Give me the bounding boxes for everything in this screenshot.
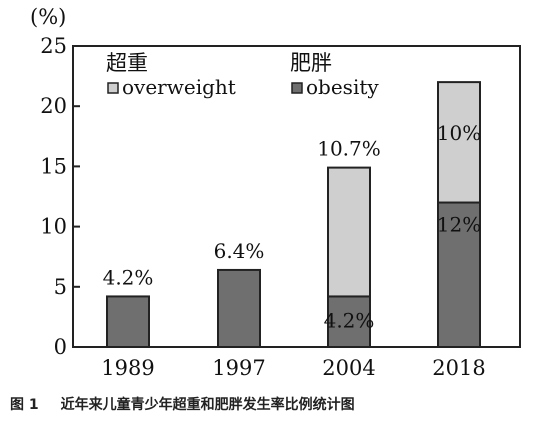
y-tick-label: 5 <box>54 275 67 299</box>
x-tick-label: 2018 <box>432 356 485 380</box>
legend-swatch-obesity <box>291 82 303 94</box>
y-tick-label: 0 <box>54 335 67 359</box>
bar-overweight <box>437 81 481 204</box>
bar-overweight <box>327 166 371 298</box>
bar-obesity <box>106 295 150 349</box>
figure-caption-text: 近年来儿童青少年超重和肥胖发生率比例统计图 <box>60 397 355 413</box>
bar-obesity <box>217 268 261 348</box>
data-label: 4.2% <box>324 309 375 333</box>
data-label: 10.7% <box>317 137 381 161</box>
figure-caption: 图 1 近年来儿童青少年超重和肥胖发生率比例统计图 <box>10 394 550 414</box>
legend-name-cn: 超重 <box>106 51 148 75</box>
data-label: 12% <box>437 212 481 236</box>
legend-name-cn: 肥胖 <box>290 51 332 75</box>
data-label: 4.2% <box>103 265 154 289</box>
x-tick-label: 2004 <box>322 356 375 380</box>
bar-obesity <box>327 295 371 349</box>
y-unit-label: (%) <box>30 5 66 29</box>
bar-obesity <box>437 201 481 348</box>
legend-swatch-overweight <box>107 82 119 94</box>
y-tick-label: 25 <box>40 34 67 58</box>
figure-number: 图 1 <box>10 397 39 413</box>
y-tick-label: 15 <box>40 154 67 178</box>
legend-name-en: overweight <box>122 75 236 99</box>
plot-frame <box>72 45 521 348</box>
x-tick-label: 1989 <box>101 356 154 380</box>
stacked-bar-chart: (%) 0 5 10 15 20 25 1989 1997 2004 2018 4.2% 6.4% 1… <box>30 5 521 380</box>
x-tick-label: 1997 <box>212 356 265 380</box>
data-label: 10% <box>437 121 481 145</box>
y-tick-label: 20 <box>40 94 67 118</box>
legend-name-en: obesity <box>306 75 379 99</box>
data-label: 6.4% <box>214 239 265 263</box>
y-tick-label: 10 <box>40 215 67 239</box>
